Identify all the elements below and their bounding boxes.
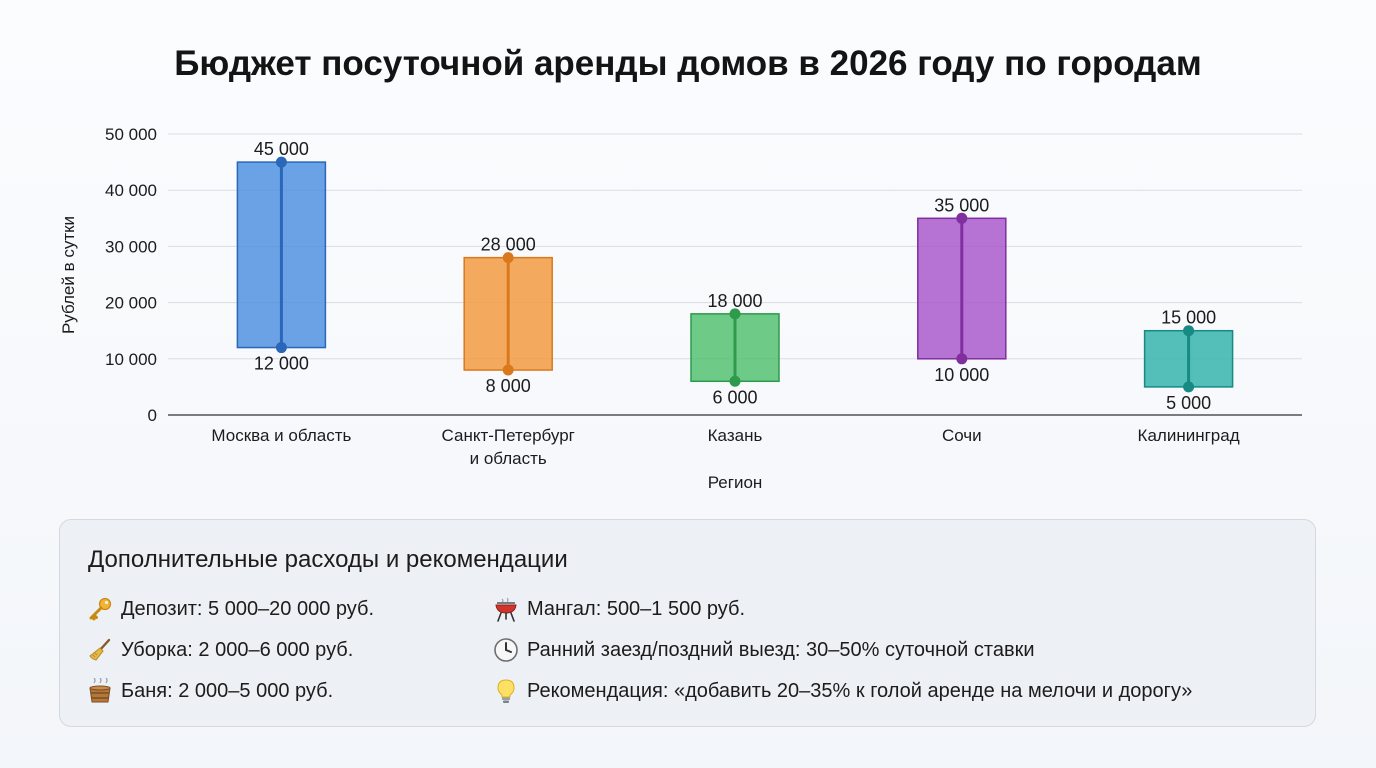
extra-item-recommendation: Рекомендация: «добавить 20–35% к голой а… [493,678,1192,704]
y-tick-label: 20 000 [105,294,157,313]
min-value-label: 6 000 [712,387,757,407]
y-tick-label: 30 000 [105,237,157,256]
max-value-label: 35 000 [934,195,989,215]
x-tick-label: Санкт-Петербург [442,426,575,445]
min-value-label: 12 000 [254,354,309,374]
y-tick-label: 50 000 [105,125,157,144]
min-value-label: 5 000 [1166,393,1211,413]
extra-item-text: Баня: 2 000–5 000 руб. [121,679,334,702]
y-axis-label: Рублей в сутки [59,216,78,334]
broom-icon [87,637,113,663]
min-value-label: 10 000 [934,365,989,385]
extra-item-text: Депозит: 5 000–20 000 руб. [121,597,375,620]
x-tick-label: Калининград [1138,426,1240,445]
extra-item-text: Ранний заезд/поздний выезд: 30–50% суточ… [527,638,1035,661]
y-tick-label: 10 000 [105,350,157,369]
min-point [502,364,514,376]
y-tick-label: 0 [148,406,157,425]
extra-item-deposit: Депозит: 5 000–20 000 руб. [87,596,374,622]
key-icon [87,596,113,622]
max-value-label: 15 000 [1161,308,1216,328]
extra-item-text: Рекомендация: «добавить 20–35% к голой а… [527,679,1193,702]
grill-icon [493,596,519,622]
y-tick-label: 40 000 [105,181,157,200]
extra-item-bath: Баня: 2 000–5 000 руб. [87,678,333,704]
x-axis-label: Регион [708,473,763,492]
range-bar-chart: 0 10 000 20 000 30 000 40 000 50 000 45 000 12… [59,125,1302,492]
extra-item-cleaning: Уборка: 2 000–6 000 руб. [87,637,353,663]
max-value-label: 18 000 [707,291,762,311]
max-value-label: 45 000 [254,139,309,159]
extra-item-text: Мангал: 500–1 500 руб. [527,597,746,620]
x-tick-label: Казань [708,426,763,445]
max-value-label: 28 000 [481,235,536,255]
min-value-label: 8 000 [486,376,531,396]
light-bulb-icon [493,678,519,704]
extras-title: Дополнительные расходы и рекомендации [88,546,568,573]
min-point [275,342,287,354]
x-tick-label: и область [470,449,547,468]
extras-panel: Дополнительные расходы и рекомендации Де… [59,519,1316,727]
x-tick-label: Сочи [942,426,982,445]
max-point [275,156,287,168]
clock-icon [493,637,519,663]
max-point [956,212,968,224]
max-point [729,308,741,320]
extra-item-checkin: Ранний заезд/поздний выезд: 30–50% суточ… [493,637,1035,663]
bath-tub-icon [87,678,113,704]
chart-title: Бюджет посуточной аренды домов в 2026 го… [174,44,1202,83]
x-tick-label: Москва и область [211,426,351,445]
max-point [502,252,514,264]
extra-item-text: Уборка: 2 000–6 000 руб. [121,638,354,661]
extra-item-grill: Мангал: 500–1 500 руб. [493,596,745,622]
min-point [956,353,968,365]
max-point [1183,325,1195,337]
min-point [1183,381,1195,393]
min-point [729,375,741,387]
